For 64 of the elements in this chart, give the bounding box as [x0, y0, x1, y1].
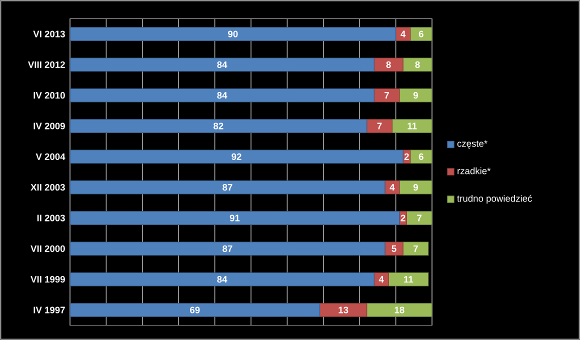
data-label: 69: [190, 306, 200, 314]
bar: [70, 27, 396, 41]
bar: [70, 150, 404, 164]
data-label: 84: [217, 276, 228, 283]
data-label: 5: [392, 245, 396, 252]
bar: [366, 303, 432, 317]
data-label: 84: [217, 92, 228, 99]
data-label: 9: [413, 92, 418, 99]
legend-label: trudno powiedzieć: [457, 194, 532, 204]
bar: [70, 272, 374, 286]
bar: [70, 58, 374, 72]
data-label: 2: [400, 214, 406, 222]
data-label: 8: [415, 61, 420, 68]
legend-label: częste*: [457, 140, 488, 149]
data-label: 7: [384, 92, 389, 99]
bar: [384, 180, 400, 194]
bar: [396, 27, 411, 41]
bar: [392, 119, 432, 133]
y-tick-label: IV 1997: [34, 306, 65, 314]
data-label: 4: [378, 276, 384, 283]
y-tick-label: VII 1999: [30, 276, 65, 283]
y-tick-label: IV 2009: [34, 122, 65, 130]
bar: [406, 211, 432, 225]
data-label: 8: [386, 61, 391, 68]
data-label: 11: [408, 122, 417, 130]
bar: [320, 303, 368, 317]
y-tick-label: V 2004: [36, 153, 66, 160]
data-label: 18: [394, 306, 404, 314]
bar: [374, 272, 389, 286]
data-label: 2: [404, 153, 409, 160]
data-label: 92: [232, 153, 242, 160]
y-tick-label: VII 2000: [30, 245, 65, 252]
data-label: 13: [338, 306, 348, 314]
y-tick-label: IV 2010: [34, 92, 65, 99]
data-label: 11: [404, 276, 414, 283]
data-label: 7: [417, 214, 422, 222]
bar: [70, 242, 386, 256]
bar: [70, 180, 386, 194]
data-label: 6: [418, 153, 424, 160]
data-label: 82: [214, 122, 224, 130]
y-tick-label: II 2003: [37, 214, 65, 222]
data-label: 87: [222, 245, 232, 252]
y-tick-label: VIII 2012: [28, 61, 65, 68]
bar: [70, 88, 374, 102]
data-label: 84: [217, 61, 228, 68]
y-tick-label: VI 2013: [33, 30, 65, 38]
data-label: 4: [390, 184, 395, 191]
data-label: 91: [230, 214, 240, 222]
data-label: 4: [400, 30, 406, 38]
bar: [366, 119, 392, 133]
data-label: 9: [413, 184, 418, 191]
legend-label: rzadkie*: [458, 167, 491, 174]
data-label: 87: [222, 184, 232, 191]
y-tick-label: XII 2003: [30, 184, 65, 191]
data-label: 7: [414, 245, 418, 252]
bar: [374, 88, 400, 102]
data-label: 90: [228, 30, 238, 38]
bar: [384, 242, 404, 256]
data-label: 7: [377, 122, 382, 130]
bar: [70, 211, 400, 225]
bar: [70, 119, 368, 133]
data-label: 6: [418, 30, 424, 38]
bar: [374, 58, 404, 72]
bar: [70, 303, 320, 317]
